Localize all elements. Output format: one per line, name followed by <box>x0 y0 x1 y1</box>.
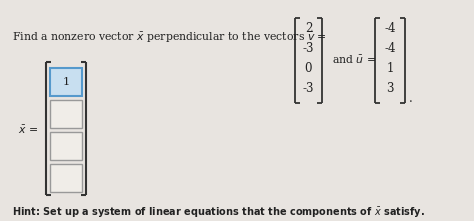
Text: 2: 2 <box>305 21 312 34</box>
Text: 1: 1 <box>63 77 70 87</box>
Text: -3: -3 <box>303 82 314 95</box>
Text: 1: 1 <box>386 61 394 74</box>
Bar <box>50 100 82 128</box>
Text: -3: -3 <box>303 42 314 55</box>
Text: -4: -4 <box>384 21 396 34</box>
Bar <box>50 164 82 192</box>
Text: 0: 0 <box>305 61 312 74</box>
Text: .: . <box>409 91 413 105</box>
Bar <box>50 132 82 160</box>
Bar <box>50 68 82 96</box>
Text: Find a nonzero vector $\bar{x}$ perpendicular to the vectors $\bar{v}$ =: Find a nonzero vector $\bar{x}$ perpendi… <box>12 31 327 45</box>
Text: $\bar{x}$ =: $\bar{x}$ = <box>18 124 38 136</box>
Text: and $\bar{u}$ =: and $\bar{u}$ = <box>332 54 376 66</box>
Text: 3: 3 <box>386 82 394 95</box>
Text: -4: -4 <box>384 42 396 55</box>
Text: Hint: Set up a system of linear equations that the components of $\bar{x}$ satis: Hint: Set up a system of linear equation… <box>12 206 425 220</box>
